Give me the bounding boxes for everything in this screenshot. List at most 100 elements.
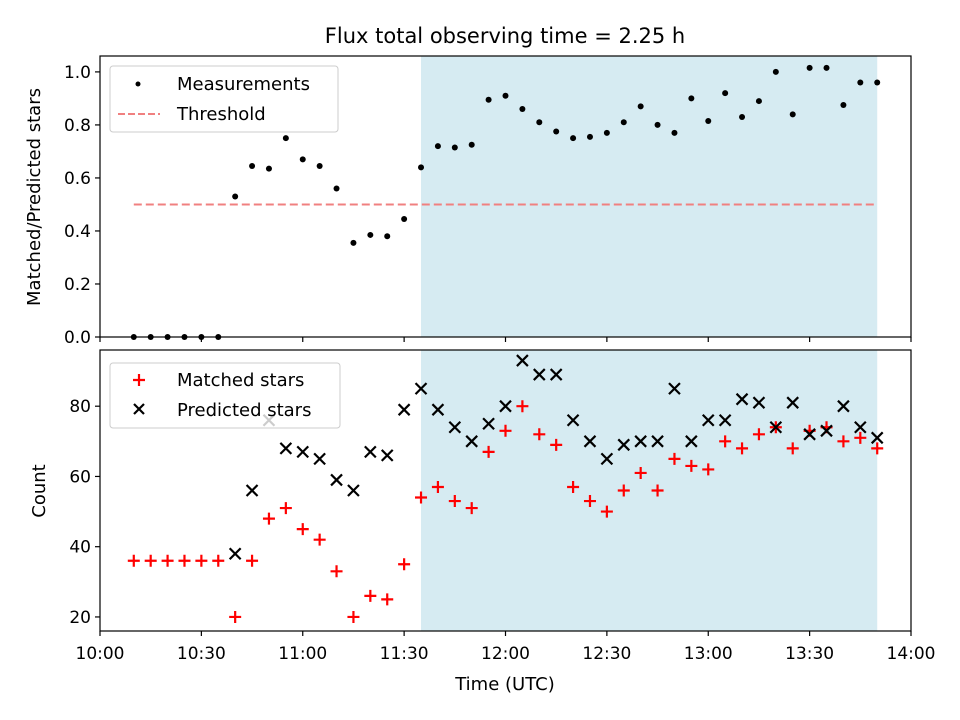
y-tick-label: 0.6 bbox=[64, 169, 91, 189]
x-tick-label: 11:00 bbox=[278, 644, 327, 664]
count-legend: Matched stars Predicted stars bbox=[109, 362, 341, 429]
matched-stars-point bbox=[685, 459, 698, 472]
matched-stars-point bbox=[702, 463, 715, 476]
matched-stars-point bbox=[719, 435, 732, 448]
predicted-stars-point bbox=[549, 368, 563, 381]
measurement-point bbox=[553, 128, 560, 135]
predicted-stars-point bbox=[397, 403, 411, 416]
y-tick-label: 0.2 bbox=[64, 275, 91, 295]
measurement-point bbox=[367, 231, 374, 238]
measurement-point bbox=[772, 68, 779, 75]
predicted-stars-point bbox=[448, 420, 462, 434]
predicted-stars-point bbox=[245, 484, 259, 497]
matched-stars-point bbox=[465, 502, 478, 515]
matched-stars-point bbox=[567, 480, 580, 493]
matched-stars-point bbox=[296, 523, 309, 536]
matched-stars-point bbox=[786, 442, 799, 455]
x-tick-label: 10:30 bbox=[177, 644, 226, 664]
matched-stars-point bbox=[583, 495, 596, 508]
matched-stars-point bbox=[736, 442, 749, 455]
matched-stars-point bbox=[837, 435, 850, 448]
predicted-stars-point bbox=[718, 413, 732, 427]
count-y-axis-label: Count bbox=[29, 464, 50, 517]
matched-stars-point bbox=[195, 554, 208, 567]
matched-stars-point bbox=[330, 565, 343, 578]
ratio-y-axis-label: Matched/Predicted stars bbox=[24, 88, 45, 306]
chart-title: Flux total observing time = 2.25 h bbox=[325, 24, 685, 48]
ratio-panel: 0.0 0.2 0.4 0.6 0.8 1.0 Matched/Predicted sta… bbox=[24, 55, 912, 348]
count-shaded-region bbox=[421, 350, 878, 631]
measurement-point bbox=[603, 129, 610, 136]
y-tick-label: 80 bbox=[69, 397, 91, 417]
matched-stars-point bbox=[634, 466, 647, 479]
measurement-point bbox=[502, 92, 509, 99]
predicted-stars-point bbox=[600, 452, 614, 466]
measurement-point bbox=[519, 106, 526, 113]
predicted-stars-point bbox=[279, 442, 293, 455]
matched-stars-point bbox=[178, 554, 191, 567]
measurement-point bbox=[840, 102, 847, 109]
matched-stars-point bbox=[431, 480, 444, 493]
measurement-point bbox=[232, 193, 239, 200]
predicted-stars-point bbox=[735, 392, 749, 406]
predicted-stars-point bbox=[617, 438, 631, 452]
matched-stars-point bbox=[651, 484, 664, 497]
measurement-point bbox=[806, 64, 813, 71]
measurement-point bbox=[536, 119, 543, 126]
count-legend-box bbox=[109, 362, 341, 429]
measurement-point bbox=[265, 165, 272, 172]
y-tick-label: 0.4 bbox=[64, 222, 91, 242]
measurement-point bbox=[333, 185, 340, 192]
measurement-point bbox=[401, 216, 408, 223]
matched-stars-point bbox=[516, 400, 529, 413]
measurement-point bbox=[789, 111, 796, 118]
x-tick-label: 11:30 bbox=[380, 644, 429, 664]
ratio-x-ticks bbox=[99, 337, 912, 342]
predicted-stars-point bbox=[854, 420, 867, 434]
matched-stars-point bbox=[381, 593, 394, 606]
y-tick-label: 20 bbox=[69, 608, 91, 628]
predicted-stars-point bbox=[499, 399, 512, 413]
matched-stars-point bbox=[229, 610, 242, 623]
matched-stars-point bbox=[246, 554, 259, 567]
measurement-point bbox=[586, 133, 593, 140]
predicted-stars-point bbox=[414, 382, 428, 395]
matched-stars-point bbox=[262, 512, 275, 525]
measurement-point bbox=[570, 135, 577, 142]
matched-stars-point bbox=[279, 502, 292, 515]
x-tick-label: 13:00 bbox=[684, 644, 733, 664]
ratio-legend-box bbox=[109, 65, 339, 133]
matched-stars-point bbox=[854, 431, 867, 444]
predicted-stars-point bbox=[634, 435, 647, 448]
matched-stars-point bbox=[668, 452, 681, 465]
ratio-marks bbox=[130, 64, 881, 340]
measurement-point bbox=[688, 95, 695, 102]
x-tick-label: 13:30 bbox=[785, 644, 834, 664]
predicted-stars-point bbox=[651, 435, 664, 448]
matched-stars-point bbox=[448, 495, 461, 508]
predicted-stars-point bbox=[769, 420, 783, 434]
predicted-stars-point bbox=[668, 382, 681, 395]
matched-stars-point bbox=[550, 438, 563, 451]
count-marks bbox=[127, 354, 884, 623]
predicted-stars-point bbox=[685, 435, 698, 448]
matched-stars-point bbox=[871, 442, 884, 455]
matched-stars-point bbox=[600, 505, 613, 518]
predicted-stars-point bbox=[347, 484, 360, 497]
predicted-stars-point bbox=[330, 473, 343, 487]
predicted-stars-point bbox=[380, 449, 394, 462]
measurement-point bbox=[755, 98, 762, 105]
predicted-stars-point bbox=[786, 396, 800, 409]
measurement-point bbox=[874, 79, 881, 86]
matched-stars-point bbox=[617, 484, 630, 497]
measurement-point bbox=[418, 164, 425, 171]
y-tick-label: 0.8 bbox=[64, 116, 91, 136]
legend-measurements-dot bbox=[135, 81, 141, 87]
predicted-stars-point bbox=[313, 452, 326, 466]
measurement-point bbox=[637, 103, 644, 110]
legend-matched-label: Matched stars bbox=[177, 370, 304, 391]
measurement-point bbox=[350, 239, 357, 246]
matched-stars-point bbox=[364, 589, 377, 602]
matched-stars-point bbox=[499, 424, 512, 437]
